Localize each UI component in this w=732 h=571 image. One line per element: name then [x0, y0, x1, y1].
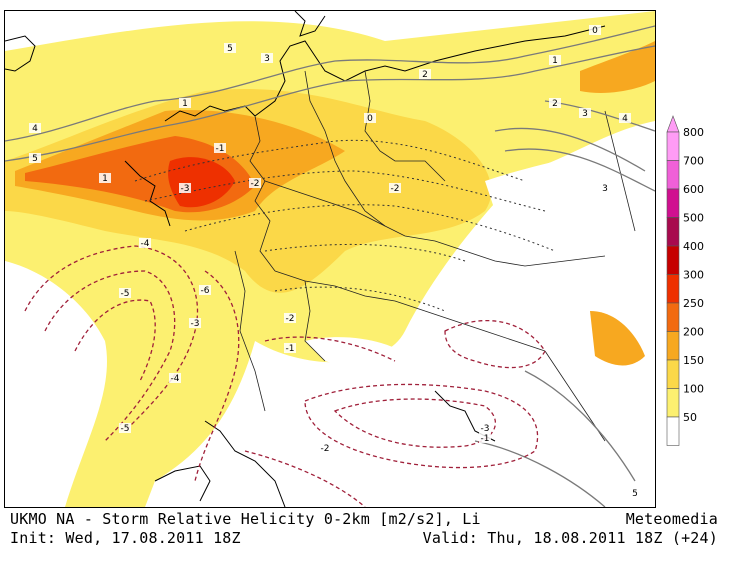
- init-time: Init: Wed, 17.08.2011 18Z: [10, 529, 241, 547]
- contour-label: -3: [191, 319, 200, 329]
- contour-label: 2: [552, 99, 558, 109]
- legend-label: 150: [683, 354, 704, 367]
- valid-time: Valid: Thu, 18.08.2011 18Z (+24): [422, 529, 718, 547]
- contour-label: 3: [264, 54, 270, 64]
- country-borders: [234, 70, 636, 442]
- map-title: UKMO NA - Storm Relative Helicity 0-2km …: [10, 510, 481, 528]
- legend-label: 250: [683, 297, 704, 310]
- contour-label: -1: [481, 434, 490, 444]
- legend-swatch: [666, 388, 680, 418]
- contour-label: 5: [227, 44, 233, 54]
- legend-swatch: [666, 188, 680, 218]
- li-contours-negative-weak: [134, 139, 556, 312]
- contour-label: -1: [286, 344, 295, 354]
- contour-label: -3: [181, 184, 190, 194]
- contour-label: 1: [102, 174, 108, 184]
- legend-label: 800: [683, 126, 704, 139]
- color-legend: 800 700 600 500 400 300 250 200 150 100 50: [664, 114, 732, 454]
- legend-label: 100: [683, 383, 704, 396]
- contour-label: -4: [141, 239, 150, 249]
- legend-swatch: [666, 217, 680, 247]
- legend-label: 50: [683, 411, 697, 424]
- contour-label: -5: [121, 424, 130, 434]
- contour-label: 3: [602, 184, 608, 194]
- legend-swatch: [666, 245, 680, 275]
- legend-swatch: [666, 302, 680, 332]
- contour-label: -2: [251, 179, 260, 189]
- legend-swatch: [666, 131, 680, 161]
- contour-label: -2: [321, 444, 330, 454]
- legend-label: 400: [683, 240, 704, 253]
- li-contours-positive: [5, 25, 655, 507]
- contour-label: -4: [171, 374, 180, 384]
- srh-shading: [5, 11, 655, 507]
- contour-label: 4: [622, 114, 628, 124]
- legend-label: 200: [683, 326, 704, 339]
- legend-arrow-top: [666, 115, 680, 133]
- legend-label: 700: [683, 155, 704, 168]
- legend-swatch: [666, 359, 680, 389]
- contour-label: 3: [582, 109, 588, 119]
- contour-label: -3: [481, 424, 490, 434]
- contour-label: -2: [391, 184, 400, 194]
- helicity-map: 5 3 2 1 0 -1 -2 -3 -4 -5 -6 -2 -1 0 1 2 3 4 5 -3 -4 -5 -2 -1 3 4 5…: [4, 10, 656, 508]
- contour-label: 0: [367, 114, 373, 124]
- legend-label: 600: [683, 183, 704, 196]
- contour-label: 1: [552, 56, 558, 66]
- contour-label: -1: [216, 144, 225, 154]
- contour-label: 2: [422, 70, 428, 80]
- contour-label: -5: [121, 289, 130, 299]
- brand-label: Meteomedia: [625, 510, 718, 528]
- legend-swatch: [666, 331, 680, 361]
- contour-label: 5: [32, 154, 38, 164]
- legend-label: 300: [683, 269, 704, 282]
- map-canvas: 5 3 2 1 0 -1 -2 -3 -4 -5 -6 -2 -1 0 1 2 3 4 5 -3 -4 -5 -2 -1 3 4 5…: [5, 11, 655, 507]
- legend-swatch: [666, 160, 680, 190]
- contour-label: 0: [592, 26, 598, 36]
- legend-swatch: [666, 274, 680, 304]
- contour-label: 4: [32, 124, 38, 134]
- legend-label: 500: [683, 212, 704, 225]
- legend-bar: 800 700 600 500 400 300 250 200 150 100 50: [666, 115, 704, 446]
- li-contours-negative-strong: [24, 245, 546, 507]
- contour-labels: 5 3 2 1 0 -1 -2 -3 -4 -5 -6 -2 -1 0 1 2 3 4 5 -3 -4 -5 -2 -1 3 4 5…: [29, 25, 641, 499]
- contour-label: 5: [632, 489, 638, 499]
- contour-label: -6: [201, 286, 210, 296]
- contour-label: -2: [286, 314, 295, 324]
- contour-label: 1: [182, 99, 188, 109]
- legend-swatch: [666, 416, 680, 446]
